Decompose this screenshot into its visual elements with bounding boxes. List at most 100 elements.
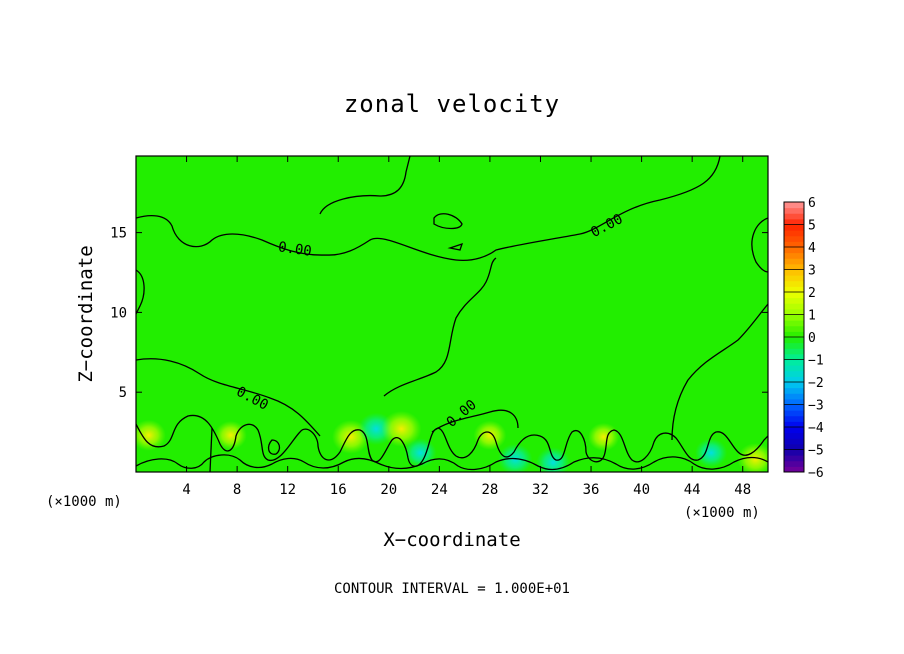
plot-frame bbox=[135, 155, 769, 473]
heatmap-anomaly-11 bbox=[695, 438, 728, 468]
colorbar-segment bbox=[784, 466, 804, 473]
contour-bottom-wiggle bbox=[136, 414, 768, 467]
y-tick-labels: 5 10 15 bbox=[110, 226, 127, 402]
x-tick-label-8: 8 bbox=[233, 482, 241, 498]
colorbar-segment bbox=[784, 393, 804, 400]
x-tick-label-44: 44 bbox=[684, 482, 701, 498]
colorbar-segment bbox=[784, 258, 804, 265]
colorbar-segment bbox=[784, 303, 804, 310]
colorbar-segment bbox=[784, 325, 804, 332]
colorbar-segment bbox=[784, 460, 804, 467]
colorbar-segment bbox=[784, 230, 804, 237]
x-axis-label: X−coordinate bbox=[383, 529, 520, 551]
contour-small-loop bbox=[447, 242, 464, 251]
colorbar-segment bbox=[784, 342, 804, 349]
colorbar-segment bbox=[784, 404, 804, 411]
colorbar-segment bbox=[784, 432, 804, 439]
colorbar-segment bbox=[784, 218, 804, 225]
heatmap-anomaly-9 bbox=[536, 447, 570, 472]
heatmap-anomaly-7 bbox=[473, 420, 507, 451]
colorbar bbox=[783, 201, 805, 473]
colorbar-segment bbox=[784, 235, 804, 242]
colorbar-segment bbox=[784, 415, 804, 422]
colorbar-segment bbox=[784, 337, 804, 344]
colorbar-segment bbox=[784, 370, 804, 377]
colorbar-segment bbox=[784, 292, 804, 299]
contour-lower bbox=[136, 358, 321, 437]
x-tick-label-40: 40 bbox=[633, 482, 650, 498]
colorbar-segment bbox=[784, 202, 804, 209]
colorbar-segment bbox=[784, 263, 804, 270]
colorbar-segment bbox=[784, 387, 804, 394]
heatmap-anomalies bbox=[136, 410, 768, 472]
colorbar-segment bbox=[784, 449, 804, 456]
colorbar-segment bbox=[784, 376, 804, 383]
colorbar-segment bbox=[784, 297, 804, 304]
contour-floor-wiggle bbox=[136, 454, 768, 471]
colorbar-tick-label: −4 bbox=[808, 421, 824, 436]
colorbar-segment bbox=[784, 224, 804, 231]
contour-top-branch bbox=[319, 156, 411, 215]
colorbar-tick-label: 4 bbox=[808, 241, 816, 256]
x-tick-label-12: 12 bbox=[279, 482, 296, 498]
x-unit-right: (×1000 m) bbox=[684, 505, 760, 521]
colorbar-segment bbox=[784, 280, 804, 287]
colorbar-segment bbox=[784, 443, 804, 450]
contour-loop bbox=[433, 213, 463, 230]
y-tick-label-5: 5 bbox=[119, 385, 127, 401]
colorbar-segment bbox=[784, 247, 804, 254]
colorbar-tick-label: 6 bbox=[808, 196, 816, 211]
colorbar-tick-label: 5 bbox=[808, 219, 816, 234]
colorbar-segment bbox=[784, 382, 804, 389]
x-tick-label-4: 4 bbox=[182, 482, 190, 498]
x-tick-labels: 4 8 12 16 20 24 28 32 36 40 44 48 bbox=[182, 482, 751, 498]
colorbar-segment bbox=[784, 348, 804, 355]
heatmap-anomaly-5 bbox=[381, 410, 422, 447]
x-tick-label-24: 24 bbox=[431, 482, 448, 498]
colorbar-tick-label: −5 bbox=[808, 444, 824, 459]
colorbar-segment bbox=[784, 207, 804, 214]
colorbar-tick-label: −1 bbox=[808, 354, 824, 369]
colorbar-segment bbox=[784, 241, 804, 248]
colorbar-segment bbox=[784, 269, 804, 276]
colorbar-segment bbox=[784, 314, 804, 321]
colorbar-segment bbox=[784, 365, 804, 372]
contour-lower-right bbox=[431, 409, 519, 433]
colorbar-labels: 6 5 4 3 2 1 0 −1 −2 −3 −4 −5 −6 bbox=[808, 196, 824, 481]
contour-stub-2 bbox=[267, 439, 281, 455]
y-tick-label-10: 10 bbox=[110, 305, 127, 321]
heatmap-anomaly-8 bbox=[498, 443, 533, 472]
heatmap-anomaly-1 bbox=[136, 419, 166, 451]
colorbar-tick-label: 3 bbox=[808, 264, 816, 279]
colorbar-tick-label: 1 bbox=[808, 309, 816, 324]
colorbar-segment bbox=[784, 331, 804, 338]
contour-mid-diagonal bbox=[383, 257, 497, 397]
zero-contours bbox=[136, 156, 768, 472]
colorbar-segment bbox=[784, 320, 804, 327]
colorbar-tick-label: 2 bbox=[808, 286, 816, 301]
colorbar-segment bbox=[784, 398, 804, 405]
contour-stub-1 bbox=[209, 427, 213, 472]
colorbar-tick-label: 0 bbox=[808, 331, 816, 346]
x-unit-left: (×1000 m) bbox=[46, 494, 122, 510]
x-tick-label-16: 16 bbox=[330, 482, 347, 498]
colorbar-segment bbox=[784, 410, 804, 417]
contour-right-edge bbox=[751, 217, 768, 273]
colorbar-tick-label: −6 bbox=[808, 466, 824, 481]
y-axis-label: Z−coordinate bbox=[75, 245, 97, 382]
chart-title: zonal velocity bbox=[344, 90, 560, 118]
contour-interval-note: CONTOUR INTERVAL = 1.000E+01 bbox=[334, 581, 570, 597]
colorbar-segment bbox=[784, 213, 804, 220]
colorbar-segment bbox=[784, 275, 804, 282]
x-tick-label-28: 28 bbox=[481, 482, 498, 498]
y-tick-label-15: 15 bbox=[110, 226, 127, 242]
x-tick-label-32: 32 bbox=[532, 482, 549, 498]
contour-right-rise bbox=[671, 303, 768, 441]
x-tick-label-48: 48 bbox=[734, 482, 751, 498]
colorbar-segment bbox=[784, 252, 804, 259]
colorbar-segment bbox=[784, 421, 804, 428]
colorbar-segment bbox=[784, 308, 804, 315]
colorbar-segment bbox=[784, 427, 804, 434]
colorbar-tick-label: −2 bbox=[808, 376, 824, 391]
